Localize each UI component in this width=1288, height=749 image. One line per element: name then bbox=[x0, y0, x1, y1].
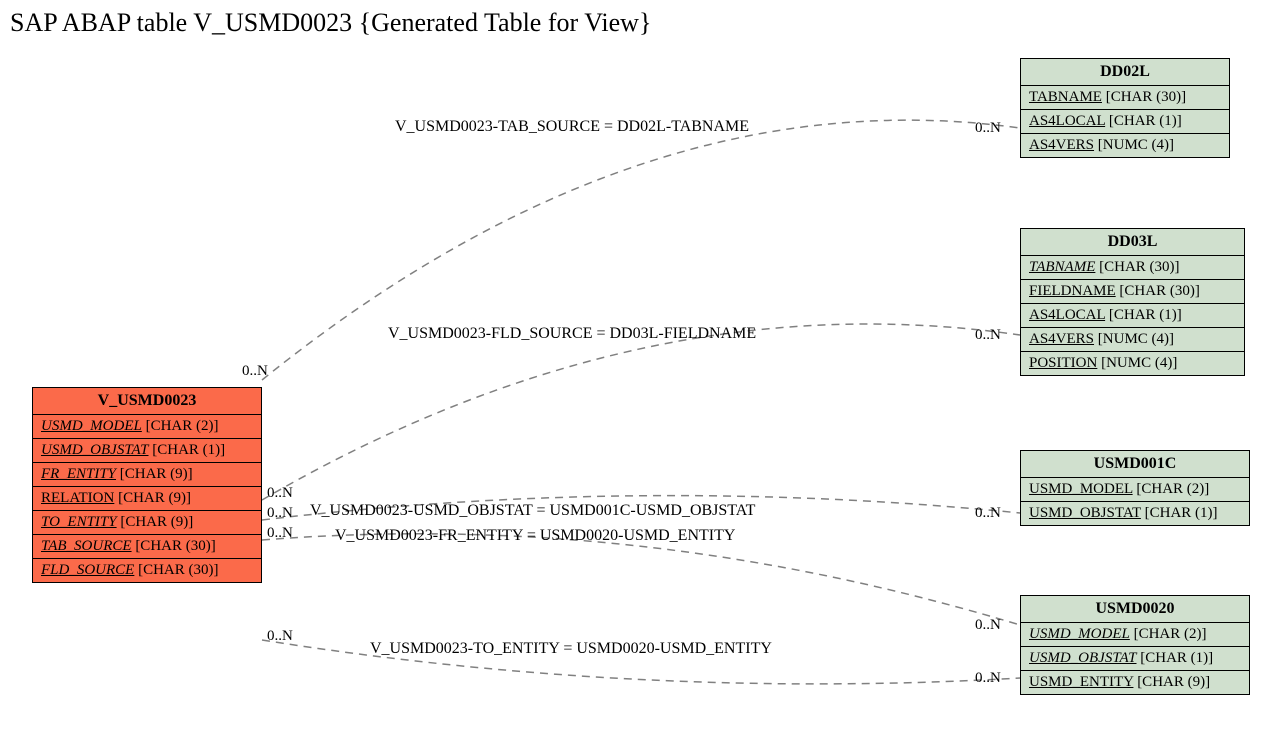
entity-field: USMD_MODEL [CHAR (2)] bbox=[33, 415, 261, 439]
entity-header: V_USMD0023 bbox=[33, 388, 261, 415]
field-name: USMD_OBJSTAT bbox=[41, 442, 149, 458]
entity-field: FR_ENTITY [CHAR (9)] bbox=[33, 463, 261, 487]
entity-field: USMD_ENTITY [CHAR (9)] bbox=[1021, 671, 1249, 694]
field-type: [CHAR (30)] bbox=[134, 562, 218, 578]
field-name: FIELDNAME bbox=[1029, 283, 1116, 299]
field-name: USMD_ENTITY bbox=[1029, 674, 1133, 690]
field-type: [CHAR (2)] bbox=[142, 418, 219, 434]
relation-label: V_USMD0023-FR_ENTITY = USMD0020-USMD_ENT… bbox=[335, 527, 735, 545]
field-type: [CHAR (2)] bbox=[1133, 481, 1210, 497]
entity-header: USMD001C bbox=[1021, 451, 1249, 478]
relation-label: V_USMD0023-TO_ENTITY = USMD0020-USMD_ENT… bbox=[370, 640, 772, 658]
field-type: [CHAR (9)] bbox=[114, 490, 191, 506]
field-type: [CHAR (2)] bbox=[1130, 626, 1207, 642]
cardinality-source: 0..N bbox=[267, 628, 293, 645]
field-name: USMD_MODEL bbox=[1029, 626, 1130, 642]
field-name: POSITION bbox=[1029, 355, 1097, 371]
field-name: AS4LOCAL bbox=[1029, 307, 1105, 323]
cardinality-source: 0..N bbox=[267, 505, 293, 522]
entity-dd02l: DD02LTABNAME [CHAR (30)]AS4LOCAL [CHAR (… bbox=[1020, 58, 1230, 158]
field-name: TABNAME bbox=[1029, 89, 1102, 105]
field-name: USMD_MODEL bbox=[1029, 481, 1133, 497]
cardinality-target: 0..N bbox=[975, 670, 1001, 687]
field-name: TO_ENTITY bbox=[41, 514, 117, 530]
cardinality-source: 0..N bbox=[267, 485, 293, 502]
field-type: [CHAR (1)] bbox=[1141, 505, 1218, 521]
field-name: AS4LOCAL bbox=[1029, 113, 1105, 129]
field-name: TABNAME bbox=[1029, 259, 1095, 275]
entity-field: POSITION [NUMC (4)] bbox=[1021, 352, 1244, 375]
field-name: RELATION bbox=[41, 490, 114, 506]
entity-field: TO_ENTITY [CHAR (9)] bbox=[33, 511, 261, 535]
entity-usmd001c: USMD001CUSMD_MODEL [CHAR (2)]USMD_OBJSTA… bbox=[1020, 450, 1250, 526]
field-type: [CHAR (30)] bbox=[1102, 89, 1186, 105]
cardinality-source: 0..N bbox=[242, 363, 268, 380]
cardinality-source: 0..N bbox=[267, 525, 293, 542]
field-name: USMD_MODEL bbox=[41, 418, 142, 434]
entity-header: DD03L bbox=[1021, 229, 1244, 256]
entity-header: USMD0020 bbox=[1021, 596, 1249, 623]
relation-edge bbox=[262, 324, 1020, 500]
field-type: [CHAR (30)] bbox=[1095, 259, 1179, 275]
field-name: USMD_OBJSTAT bbox=[1029, 650, 1137, 666]
cardinality-target: 0..N bbox=[975, 617, 1001, 634]
field-type: [CHAR (1)] bbox=[1105, 307, 1182, 323]
entity-field: USMD_MODEL [CHAR (2)] bbox=[1021, 478, 1249, 502]
entity-field: AS4VERS [NUMC (4)] bbox=[1021, 328, 1244, 352]
field-type: [CHAR (9)] bbox=[117, 514, 194, 530]
entity-field: FLD_SOURCE [CHAR (30)] bbox=[33, 559, 261, 582]
entity-field: USMD_OBJSTAT [CHAR (1)] bbox=[1021, 647, 1249, 671]
field-name: FLD_SOURCE bbox=[41, 562, 134, 578]
entity-header: DD02L bbox=[1021, 59, 1229, 86]
field-type: [NUMC (4)] bbox=[1097, 355, 1177, 371]
relation-edge bbox=[262, 534, 1020, 625]
field-type: [CHAR (1)] bbox=[1137, 650, 1214, 666]
cardinality-target: 0..N bbox=[975, 327, 1001, 344]
cardinality-target: 0..N bbox=[975, 505, 1001, 522]
field-name: FR_ENTITY bbox=[41, 466, 116, 482]
entity-field: TABNAME [CHAR (30)] bbox=[1021, 86, 1229, 110]
cardinality-target: 0..N bbox=[975, 120, 1001, 137]
field-type: [CHAR (1)] bbox=[1105, 113, 1182, 129]
field-type: [NUMC (4)] bbox=[1094, 331, 1174, 347]
relation-label: V_USMD0023-TAB_SOURCE = DD02L-TABNAME bbox=[395, 118, 749, 136]
field-type: [CHAR (30)] bbox=[1116, 283, 1200, 299]
entity-usmd0020: USMD0020USMD_MODEL [CHAR (2)]USMD_OBJSTA… bbox=[1020, 595, 1250, 695]
entity-field: AS4VERS [NUMC (4)] bbox=[1021, 134, 1229, 157]
field-type: [CHAR (30)] bbox=[132, 538, 216, 554]
field-type: [CHAR (9)] bbox=[1133, 674, 1210, 690]
field-type: [NUMC (4)] bbox=[1094, 137, 1174, 153]
field-type: [CHAR (9)] bbox=[116, 466, 193, 482]
entity-field: RELATION [CHAR (9)] bbox=[33, 487, 261, 511]
entity-field: FIELDNAME [CHAR (30)] bbox=[1021, 280, 1244, 304]
entity-v_usmd0023: V_USMD0023USMD_MODEL [CHAR (2)]USMD_OBJS… bbox=[32, 387, 262, 583]
page-title: SAP ABAP table V_USMD0023 {Generated Tab… bbox=[10, 8, 651, 38]
relation-label: V_USMD0023-FLD_SOURCE = DD03L-FIELDNAME bbox=[388, 325, 756, 343]
entity-field: TABNAME [CHAR (30)] bbox=[1021, 256, 1244, 280]
entity-dd03l: DD03LTABNAME [CHAR (30)]FIELDNAME [CHAR … bbox=[1020, 228, 1245, 376]
field-name: AS4VERS bbox=[1029, 137, 1094, 153]
field-type: [CHAR (1)] bbox=[149, 442, 226, 458]
entity-field: AS4LOCAL [CHAR (1)] bbox=[1021, 110, 1229, 134]
field-name: USMD_OBJSTAT bbox=[1029, 505, 1141, 521]
relation-label: V_USMD0023-USMD_OBJSTAT = USMD001C-USMD_… bbox=[310, 502, 755, 520]
entity-field: AS4LOCAL [CHAR (1)] bbox=[1021, 304, 1244, 328]
entity-field: USMD_MODEL [CHAR (2)] bbox=[1021, 623, 1249, 647]
entity-field: TAB_SOURCE [CHAR (30)] bbox=[33, 535, 261, 559]
entity-field: USMD_OBJSTAT [CHAR (1)] bbox=[33, 439, 261, 463]
field-name: TAB_SOURCE bbox=[41, 538, 132, 554]
entity-field: USMD_OBJSTAT [CHAR (1)] bbox=[1021, 502, 1249, 525]
field-name: AS4VERS bbox=[1029, 331, 1094, 347]
